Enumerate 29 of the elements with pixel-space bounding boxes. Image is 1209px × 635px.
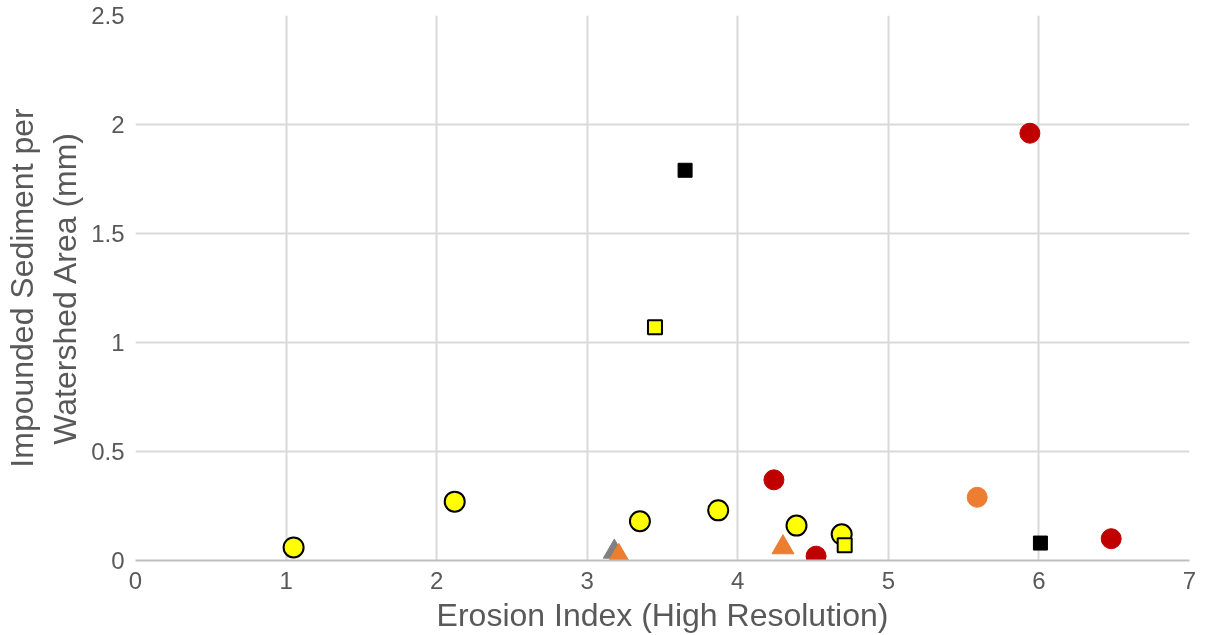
point (785, 514, 808, 537)
x-tick-label: 3 (580, 566, 594, 594)
x-axis-title: Erosion Index (High Resolution) (436, 596, 889, 633)
x-tick-label: 6 (1032, 566, 1046, 594)
point (966, 486, 988, 508)
x-tick-label: 4 (731, 566, 745, 594)
y-tick-label: 2.5 (91, 2, 125, 29)
x-tick-label: 5 (881, 566, 896, 594)
point (1100, 528, 1122, 550)
x-tick-label: 0 (128, 566, 143, 594)
point (282, 536, 305, 559)
point (763, 469, 785, 491)
x-tick-label: 2 (429, 566, 444, 594)
point (1032, 535, 1048, 551)
x-tick-label: 1 (279, 566, 293, 594)
y-tick-label: 2 (111, 111, 125, 138)
y-tick-label: 0 (111, 547, 125, 574)
y-tick-label: 0.5 (91, 438, 125, 465)
point (707, 499, 730, 522)
point (646, 319, 663, 336)
y-tick-label: 1 (111, 329, 125, 356)
y-tick-label: 1.5 (91, 220, 125, 247)
point (1019, 122, 1041, 144)
y-axis-title: Impounded Sediment per Watershed Area (mm) (3, 107, 84, 468)
point (836, 537, 853, 554)
point (628, 510, 651, 533)
x-tick-label: 7 (1182, 566, 1197, 594)
point (443, 490, 466, 513)
point (677, 162, 693, 178)
